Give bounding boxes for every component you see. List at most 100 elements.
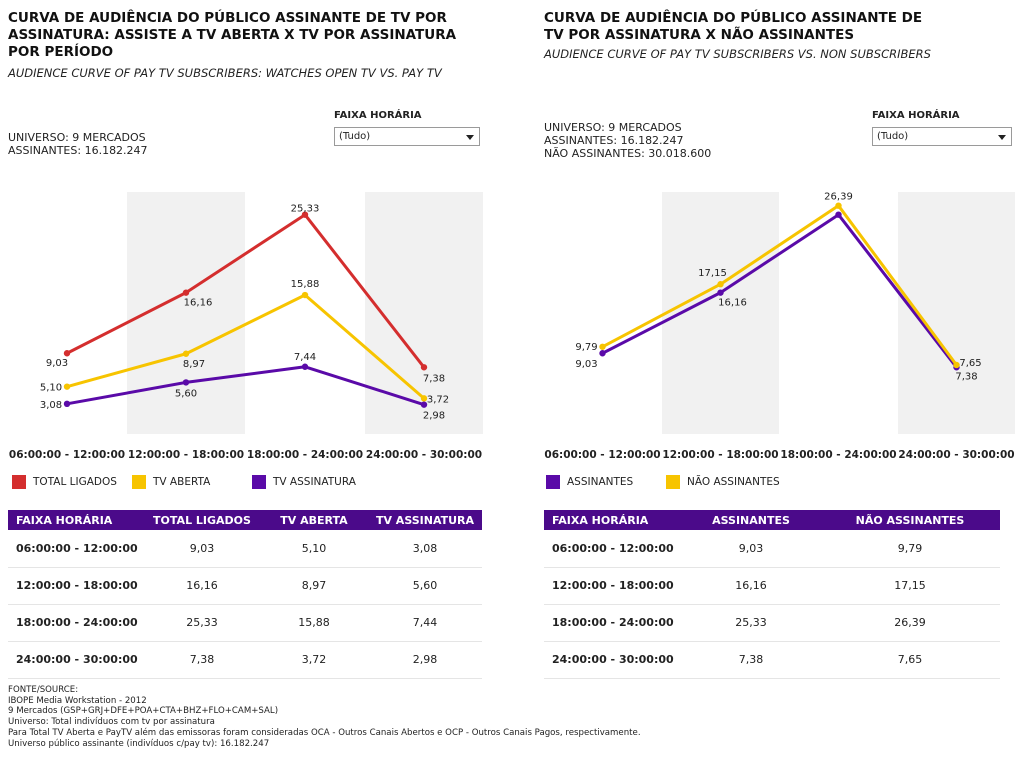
table-cell: 5,60 bbox=[368, 567, 482, 605]
table-cell: 25,33 bbox=[682, 604, 820, 642]
legend-label: NÃO ASSINANTES bbox=[687, 476, 780, 488]
right-chart-subtitle: AUDIENCE CURVE OF PAY TV SUBSCRIBERS VS.… bbox=[544, 47, 931, 61]
footer-line: Universo público assinante (indivíduos c… bbox=[8, 738, 270, 749]
data-label: 7,38 bbox=[423, 373, 445, 384]
data-label: 2,98 bbox=[423, 411, 445, 422]
table-cell: 24:00:00 - 30:00:00 bbox=[8, 641, 144, 679]
left-chart-legend: TOTAL LIGADOS TV ABERTA TV ASSINATURA bbox=[8, 475, 484, 493]
source-footer: FONTE/SOURCE: IBOPE Media Workstation - … bbox=[8, 685, 641, 749]
legend-item-total-ligados: TOTAL LIGADOS bbox=[12, 475, 117, 489]
column-header: ASSINANTES bbox=[682, 510, 820, 530]
left-line-chart: 06:00:00 - 12:00:00 12:00:00 - 18:00:00 18… bbox=[9, 192, 483, 460]
column-header: TOTAL LIGADOS bbox=[144, 510, 260, 530]
data-label: 5,60 bbox=[175, 388, 197, 399]
footer-line: Para Total TV Aberta e PayTV além das em… bbox=[8, 727, 641, 738]
table-row: 12:00:00 - 18:00:00 16,16 8,97 5,60 bbox=[8, 567, 482, 605]
left-chart-title: CURVA DE AUDIÊNCIA DO PÚBLICO ASSINANTE … bbox=[8, 10, 457, 60]
table-cell: 9,79 bbox=[820, 530, 1000, 568]
x-tick-label: 18:00:00 - 24:00:00 bbox=[247, 449, 363, 460]
table-row: 18:00:00 - 24:00:00 25,33 15,88 7,44 bbox=[8, 604, 482, 642]
table-cell: 16,16 bbox=[682, 567, 820, 605]
footer-line: FONTE/SOURCE: bbox=[8, 685, 79, 695]
right-data-table: FAIXA HORÁRIA ASSINANTES NÃO ASSINANTES … bbox=[544, 510, 1000, 679]
table-cell: 3,72 bbox=[260, 641, 368, 679]
data-label: 25,33 bbox=[291, 204, 320, 215]
left-time-range-select[interactable]: (Tudo) bbox=[334, 127, 480, 146]
data-label: 16,16 bbox=[184, 298, 213, 309]
table-cell: 12:00:00 - 18:00:00 bbox=[8, 567, 144, 605]
table-cell: 7,65 bbox=[820, 641, 1000, 679]
data-label: 26,39 bbox=[824, 192, 853, 203]
data-label: 5,10 bbox=[40, 383, 62, 394]
column-header: FAIXA HORÁRIA bbox=[8, 510, 144, 530]
x-tick-label: 06:00:00 - 12:00:00 bbox=[9, 449, 125, 460]
legend-label: TV ASSINATURA bbox=[273, 476, 356, 488]
series-line bbox=[601, 213, 958, 369]
table-row: 12:00:00 - 18:00:00 16,16 17,15 bbox=[544, 567, 1000, 605]
data-label: 16,16 bbox=[718, 298, 747, 309]
data-point bbox=[420, 401, 428, 408]
chevron-down-icon[interactable] bbox=[466, 135, 474, 140]
right-universe-line: NÃO ASSINANTES: 30.018.600 bbox=[544, 147, 712, 160]
left-select-value: (Tudo) bbox=[339, 131, 371, 142]
x-tick-label: 24:00:00 - 30:00:00 bbox=[898, 449, 1014, 460]
column-header: TV ASSINATURA bbox=[368, 510, 482, 530]
table-row: 24:00:00 - 30:00:00 7,38 7,65 bbox=[544, 641, 1000, 679]
right-filter-label: FAIXA HORÁRIA bbox=[872, 110, 960, 121]
table-cell: 9,03 bbox=[682, 530, 820, 568]
table-cell: 18:00:00 - 24:00:00 bbox=[8, 604, 144, 642]
table-cell: 18:00:00 - 24:00:00 bbox=[544, 604, 682, 642]
data-point bbox=[599, 350, 606, 357]
legend-swatch bbox=[132, 475, 146, 489]
table-cell: 06:00:00 - 12:00:00 bbox=[8, 530, 144, 568]
right-time-range-select[interactable]: (Tudo) bbox=[872, 127, 1012, 146]
x-tick-label: 06:00:00 - 12:00:00 bbox=[544, 449, 660, 460]
table-row: 18:00:00 - 24:00:00 25,33 26,39 bbox=[544, 604, 1000, 642]
data-label: 8,97 bbox=[183, 359, 205, 370]
data-point bbox=[953, 361, 960, 369]
table-cell: 17,15 bbox=[820, 567, 1000, 605]
legend-item-tv-aberta: TV ABERTA bbox=[132, 475, 210, 489]
table-cell: 7,38 bbox=[682, 641, 820, 679]
data-point bbox=[420, 364, 428, 371]
table-cell: 06:00:00 - 12:00:00 bbox=[544, 530, 682, 568]
x-tick-label: 24:00:00 - 30:00:00 bbox=[366, 449, 482, 460]
data-label: 3,72 bbox=[427, 394, 449, 405]
right-universe-info: UNIVERSO: 9 MERCADOS ASSINANTES: 16.182.… bbox=[544, 121, 711, 160]
left-universe-info: UNIVERSO: 9 MERCADOS ASSINANTES: 16.182.… bbox=[8, 131, 148, 157]
data-point bbox=[717, 289, 724, 296]
right-line-chart: 06:00:00 - 12:00:00 12:00:00 - 18:00:00 18… bbox=[544, 192, 1015, 460]
data-point bbox=[301, 363, 309, 370]
x-tick-label: 12:00:00 - 18:00:00 bbox=[662, 449, 778, 460]
data-point bbox=[835, 202, 842, 209]
table-cell: 2,98 bbox=[368, 641, 482, 679]
legend-label: TV ABERTA bbox=[153, 476, 211, 488]
table-cell: 8,97 bbox=[260, 567, 368, 605]
table-cell: 7,44 bbox=[368, 604, 482, 642]
legend-label: ASSINANTES bbox=[567, 476, 634, 488]
chevron-down-icon[interactable] bbox=[998, 135, 1006, 140]
data-label: 7,65 bbox=[959, 358, 981, 369]
column-header: TV ABERTA bbox=[260, 510, 368, 530]
data-label: 3,08 bbox=[40, 400, 62, 411]
data-label: 7,44 bbox=[294, 352, 316, 363]
table-cell: 7,38 bbox=[144, 641, 260, 679]
data-point bbox=[63, 350, 71, 357]
footer-line: IBOPE Media Workstation - 2012 bbox=[8, 695, 147, 706]
data-point bbox=[835, 211, 842, 218]
data-point bbox=[301, 211, 309, 218]
table-cell: 9,03 bbox=[144, 530, 260, 568]
table-cell: 16,16 bbox=[144, 567, 260, 605]
left-filter-label: FAIXA HORÁRIA bbox=[334, 110, 422, 121]
data-label: 9,03 bbox=[46, 358, 68, 369]
right-universe-line: UNIVERSO: 9 MERCADOS bbox=[544, 121, 682, 134]
right-chart-title: CURVA DE AUDIÊNCIA DO PÚBLICO ASSINANTE … bbox=[544, 10, 923, 43]
left-chart-subtitle: AUDIENCE CURVE OF PAY TV SUBSCRIBERS: WA… bbox=[8, 66, 442, 80]
table-cell: 15,88 bbox=[260, 604, 368, 642]
data-point bbox=[63, 383, 71, 390]
table-cell: 25,33 bbox=[144, 604, 260, 642]
legend-swatch bbox=[12, 475, 26, 489]
legend-label: TOTAL LIGADOS bbox=[33, 476, 117, 488]
left-universe-line: ASSINANTES: 16.182.247 bbox=[8, 144, 148, 157]
data-label: 7,38 bbox=[955, 371, 977, 382]
